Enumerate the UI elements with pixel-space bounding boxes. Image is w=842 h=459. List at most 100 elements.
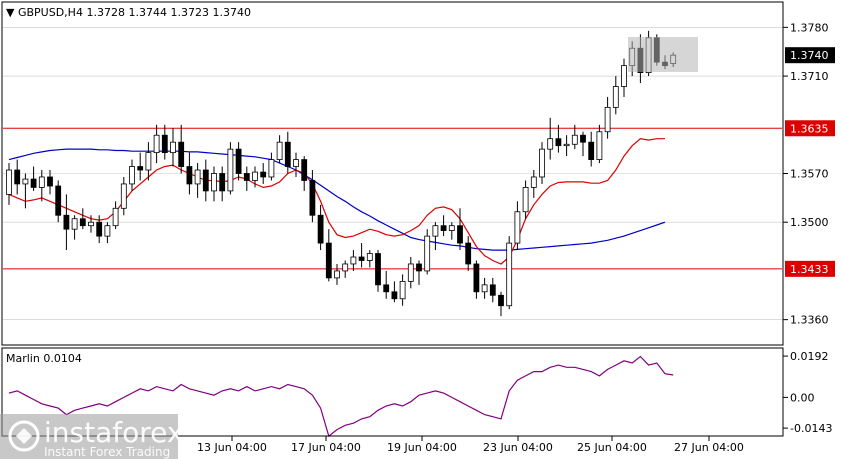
candle-bull (604, 106, 611, 133)
candle-bull (481, 284, 488, 293)
low-value: 1.3723 (170, 6, 209, 19)
x-tick-label: 27 Jun 04:00 (674, 441, 744, 454)
candle-bull (522, 187, 529, 213)
osc-tick-label: 0.00 (790, 391, 815, 404)
candle-bull (621, 65, 627, 87)
candle-bull (530, 176, 537, 188)
candle-bull (153, 134, 160, 154)
current-price-label: 1.3740 (790, 49, 829, 62)
candle-bull (448, 225, 455, 231)
candle-bull (334, 270, 340, 279)
level-price-label: 1.3433 (790, 263, 829, 276)
candle-bull (145, 152, 152, 171)
candle-bear (325, 242, 332, 279)
candle-bull (71, 218, 78, 230)
candle-bull (399, 280, 406, 300)
candle-bull (506, 242, 513, 307)
x-tick-label: 19 Jun 04:00 (387, 441, 457, 454)
candle-bull (432, 225, 439, 237)
candle-bear (186, 166, 193, 185)
candle-bear (137, 166, 144, 171)
time-axis: 13 Jun 04:00 17 Jun 04:00 19 Jun 04:00 23 J… (197, 436, 744, 454)
candle-bear (260, 171, 267, 178)
candle-bear (63, 214, 70, 230)
oscillator-line (8, 355, 674, 438)
level-price-label: 1.3635 (790, 122, 829, 135)
candle-bull (227, 148, 234, 192)
candle-bear (202, 169, 209, 192)
candle-bear (498, 294, 504, 307)
oscillator-value: 0.0104 (43, 352, 82, 365)
candle-bull (104, 225, 111, 237)
candle-bull (350, 256, 357, 265)
high-value: 1.3744 (128, 6, 167, 19)
osc-tick-label: 0.0192 (790, 350, 829, 363)
current-price-tag (785, 47, 835, 64)
candle-bear (391, 291, 398, 300)
candlesticks (6, 30, 677, 317)
candle-bull (6, 169, 12, 195)
watermark: instaforex Instant Forex Trading (0, 414, 183, 459)
candle-bull (366, 253, 373, 261)
x-tick-label: 23 Jun 04:00 (483, 441, 553, 454)
open-value: 1.3728 (86, 6, 125, 19)
oscillator-pane-frame (1, 347, 784, 437)
candle-bear (161, 134, 168, 154)
candle-bull (38, 176, 45, 188)
candle-bull (88, 221, 94, 227)
candle-bull (268, 159, 275, 178)
level-price-tag (785, 260, 835, 277)
oscillator-pane (8, 355, 674, 438)
candle-bear (243, 173, 250, 181)
x-tick-label: 13 Jun 04:00 (197, 441, 267, 454)
close-value: 1.3740 (212, 6, 251, 19)
candle-bear (375, 253, 381, 286)
candle-bear (235, 148, 242, 174)
y-tick-label: 1.3780 (790, 21, 829, 34)
candle-bear (96, 221, 103, 237)
candle-bull (407, 263, 414, 282)
candle-bear (317, 214, 324, 244)
candle-bull (596, 131, 603, 160)
candle-bear (457, 225, 463, 244)
candle-bull (342, 263, 349, 272)
candle-bull (571, 134, 578, 145)
current-price-highlight (628, 37, 698, 72)
candle-bull (129, 166, 135, 185)
watermark-tagline: Instant Forex Trading (44, 445, 170, 459)
candle-bear (47, 176, 53, 187)
ma-blue-line (8, 148, 666, 251)
instaforex-logo-icon (8, 420, 40, 452)
candle-bull (276, 141, 283, 160)
level-price-tag (785, 120, 835, 137)
price-axis: 1.3780 1.3710 1.3570 1.3500 1.3360 1.3635 1.34… (783, 21, 835, 435)
candle-bull (112, 207, 119, 227)
candle-bull (120, 183, 127, 209)
candle-bull (612, 86, 619, 108)
ohlc-readout: ▼ GBPUSD,H4 1.3728 1.3744 1.3723 1.3740 (6, 6, 251, 19)
candle-bear (79, 218, 86, 227)
candle-bear (416, 263, 422, 272)
candle-bull (547, 138, 554, 150)
y-tick-label: 1.3500 (790, 216, 829, 229)
candle-bull (293, 159, 299, 167)
candle-bull (424, 235, 431, 272)
candle-bear (219, 173, 226, 192)
candle-bull (211, 173, 217, 192)
candle-bear (284, 141, 291, 167)
oscillator-readout: Marlin 0.0104 (6, 352, 82, 365)
candle-bear (555, 138, 562, 147)
candle-bear (30, 178, 37, 188)
candle-bear (178, 141, 185, 167)
candle-bear (301, 159, 308, 181)
symbol-title: GBPUSD,H4 (18, 6, 83, 19)
y-tick-label: 1.3360 (790, 314, 829, 327)
candle-bull (563, 143, 570, 147)
candle-bear (55, 185, 62, 216)
candle-bear (588, 141, 595, 160)
candle-bear (358, 256, 365, 261)
candle-bear (489, 284, 496, 296)
candle-bear (465, 242, 472, 265)
y-tick-label: 1.3570 (790, 168, 829, 181)
